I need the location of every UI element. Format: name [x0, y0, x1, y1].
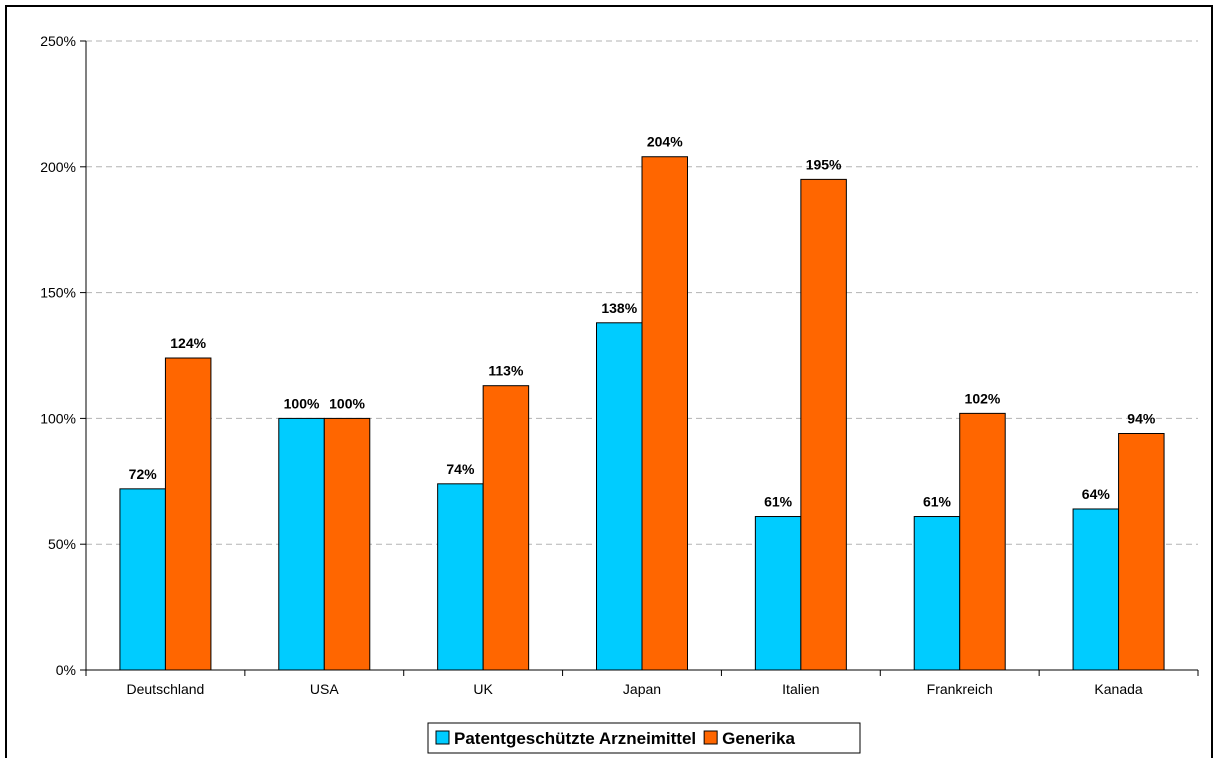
bar: [119, 488, 166, 671]
data-label: 94%: [1127, 410, 1156, 426]
data-label: 64%: [1082, 486, 1111, 502]
bar: [323, 417, 371, 671]
data-label: 124%: [170, 335, 206, 351]
data-labels: 72% 124% 100% 100% 74% 113% 138% 204% 61% 195% 61%…: [129, 134, 1156, 510]
bar: [1072, 508, 1120, 671]
data-label: 138%: [601, 300, 637, 316]
bar: [437, 483, 484, 671]
legend-label: Patentgeschützte Arzneimittel: [454, 729, 696, 748]
bar: [913, 516, 961, 671]
legend-label: Generika: [722, 729, 795, 748]
data-label: 195%: [806, 156, 842, 172]
data-label: 100%: [329, 395, 365, 411]
legend: Patentgeschützte Arzneimittel Generika: [427, 722, 861, 754]
bar: [164, 357, 212, 671]
legend-swatch: [435, 730, 450, 745]
y-tick-label: 250%: [40, 33, 76, 49]
bar: [278, 417, 325, 671]
x-tick-label: Frankreich: [927, 681, 993, 697]
bar: [754, 516, 802, 671]
x-tick-label: Italien: [782, 681, 819, 697]
bar: [641, 156, 688, 671]
bar: [596, 322, 643, 671]
bar: [800, 178, 847, 671]
x-tick-label: Japan: [623, 681, 661, 697]
data-label: 61%: [923, 494, 952, 510]
bar: [959, 412, 1006, 671]
legend-swatch: [703, 730, 718, 745]
x-tick-label: Deutschland: [127, 681, 205, 697]
x-tick-label: USA: [310, 681, 339, 697]
y-tick-label: 50%: [48, 536, 76, 552]
x-tick-label: UK: [473, 681, 493, 697]
bar: [1118, 432, 1165, 671]
data-label: 102%: [965, 390, 1001, 406]
y-tick-label: 150%: [40, 285, 76, 301]
data-label: 72%: [129, 466, 158, 482]
legend-box: [427, 722, 861, 754]
data-label: 100%: [284, 395, 320, 411]
y-tick-label: 0%: [56, 662, 76, 678]
data-label: 113%: [488, 363, 524, 379]
bars: [119, 156, 1165, 671]
y-tick-label: 100%: [40, 410, 76, 426]
y-tick-label: 200%: [40, 159, 76, 175]
data-label: 204%: [647, 134, 683, 150]
data-label: 61%: [764, 494, 793, 510]
x-tick-label: Kanada: [1094, 681, 1142, 697]
data-label: 74%: [446, 461, 475, 477]
axes: 0% 50% 100% 150% 200% 250% Deutschland USA UK Jap…: [40, 33, 1199, 697]
bar: [482, 385, 530, 671]
